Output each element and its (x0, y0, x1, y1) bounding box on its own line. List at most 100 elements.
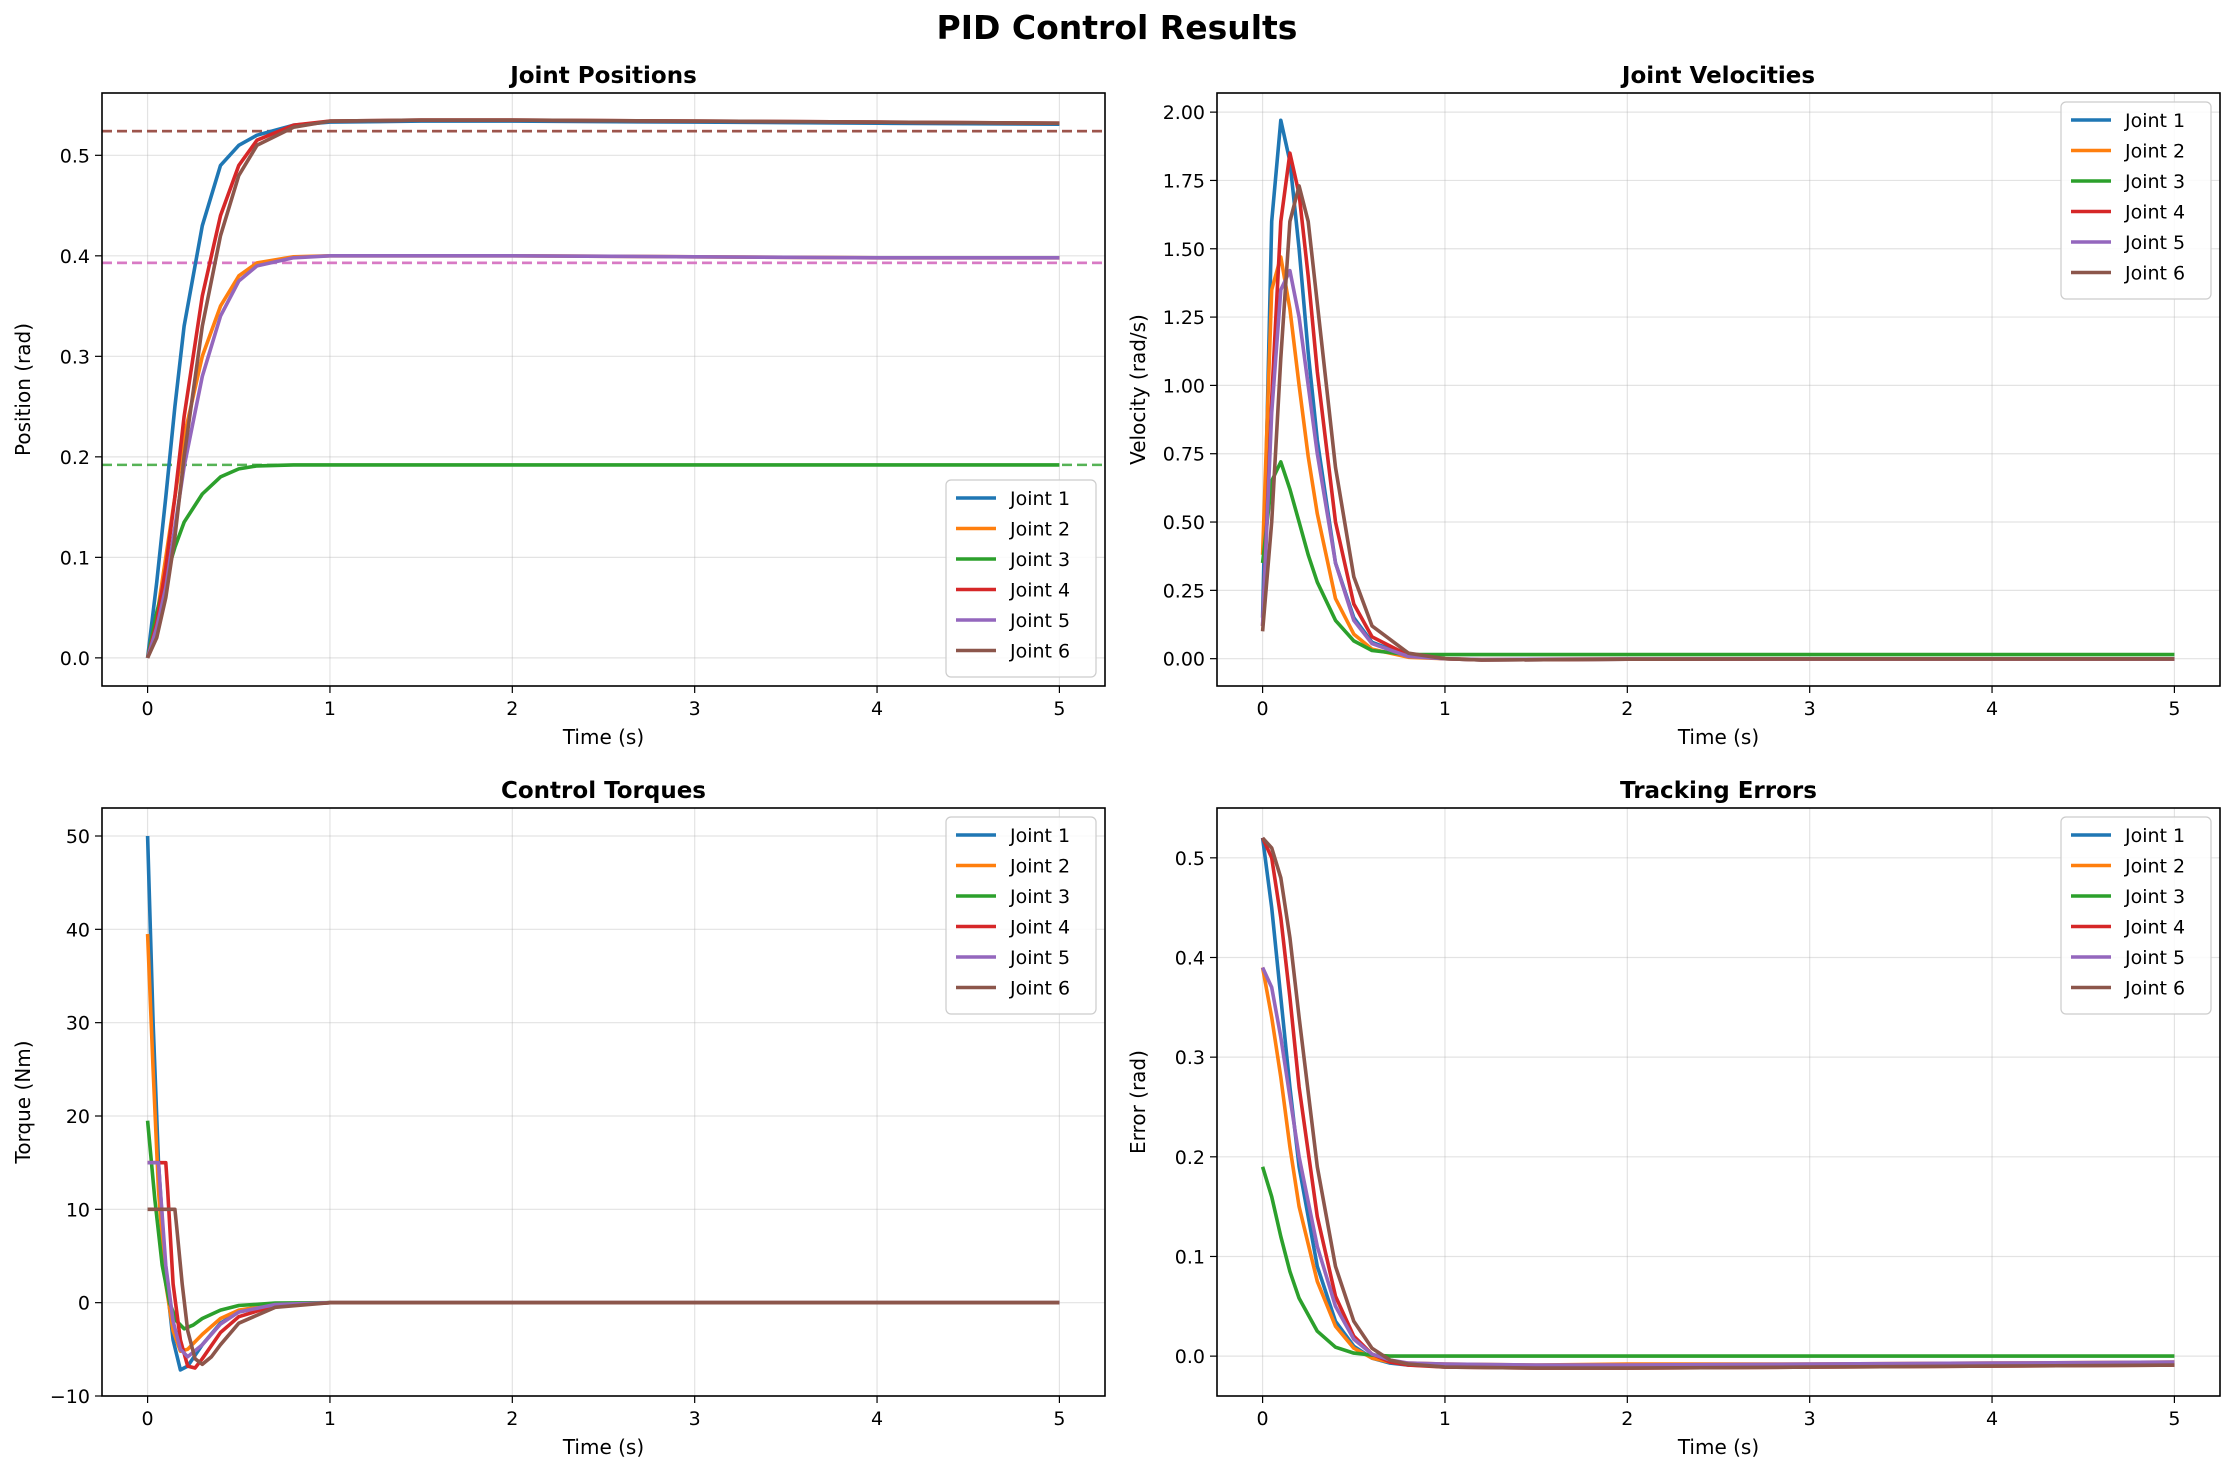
y-axis-label: Error (rad) (1126, 1050, 1150, 1154)
y-tick-label: 0.2 (60, 447, 90, 469)
legend-label: Joint 5 (2124, 232, 2185, 254)
legend-label: Joint 3 (1009, 886, 1070, 908)
legend-label: Joint 3 (1009, 549, 1070, 571)
series-line-joint-6 (1260, 184, 2175, 662)
legend-label: Joint 6 (1009, 978, 1070, 1000)
legend: Joint 1 Joint 2 Joint 3 Joint 4 Joint 5 Joint… (945, 816, 1097, 1015)
series-line-joint-2 (145, 933, 1060, 1353)
legend-label: Joint 2 (1009, 856, 1070, 878)
x-tick-label: 5 (2168, 1408, 2180, 1430)
y-tick-label: 0.3 (1175, 1047, 1205, 1069)
x-tick-label: 3 (1804, 698, 1816, 720)
series-line-joint-3 (1260, 1166, 2175, 1358)
legend-label: Joint 4 (1009, 917, 1070, 939)
y-tick-label: 0 (78, 1293, 90, 1315)
legend-label: Joint 5 (2124, 947, 2185, 969)
legend-label: Joint 1 (2124, 110, 2185, 132)
legend: Joint 1 Joint 2 Joint 3 Joint 4 Joint 5 Joint… (945, 479, 1097, 678)
y-tick-label: 10 (66, 1199, 90, 1221)
y-tick-label: 1.00 (1163, 375, 1205, 397)
y-tick-label: 40 (66, 919, 90, 941)
y-tick-label: 0.4 (1175, 947, 1205, 969)
series-line-joint-2 (1260, 967, 2175, 1367)
y-tick-label: 0.3 (60, 346, 90, 368)
subplot-tracking-errors: Tracking Errors 0 1 2 3 4 5 0.0 0.1 0.2 0.3 0.4 0.5 T… (1126, 778, 2221, 1459)
y-tick-label: 0.5 (1175, 848, 1205, 870)
y-tick-label: 0.1 (60, 547, 90, 569)
legend: Joint 1 Joint 2 Joint 3 Joint 4 Joint 5 Joint… (2060, 101, 2212, 300)
series-line-joint-5 (147, 1160, 1060, 1359)
legend-label: Joint 2 (1009, 519, 1070, 541)
legend-label: Joint 6 (2124, 978, 2185, 1000)
x-tick-label: 5 (2168, 698, 2180, 720)
y-tick-label: 0.0 (1175, 1346, 1205, 1368)
x-tick-label: 0 (142, 1408, 154, 1430)
legend-label: Joint 6 (1009, 641, 1070, 663)
y-tick-label: 50 (66, 826, 90, 848)
y-tick-label: 1.50 (1163, 239, 1205, 261)
y-axis-label: Velocity (rad/s) (1126, 314, 1150, 465)
y-tick-label: 1.75 (1163, 170, 1205, 192)
y-tick-label: 0.75 (1163, 444, 1205, 466)
series-line-joint-4 (1260, 837, 2175, 1370)
y-tick-label: 0.4 (60, 246, 90, 268)
x-axis-label: Time (s) (562, 1435, 644, 1459)
legend-label: Joint 4 (1009, 580, 1070, 602)
y-tick-label: 0.25 (1163, 580, 1205, 602)
subplot-title: Control Torques (501, 778, 706, 804)
subplot-control-torques: Control Torques 0 1 2 3 4 5 −10 0 10 20 30 40 50 Time … (11, 778, 1106, 1459)
x-tick-label: 0 (1257, 698, 1269, 720)
series-line-joint-1 (1260, 118, 2175, 662)
x-tick-label: 4 (1986, 698, 1998, 720)
legend-label: Joint 1 (1009, 825, 1070, 847)
series-line-joint-1 (145, 835, 1060, 1372)
x-tick-label: 0 (1257, 1408, 1269, 1430)
series-line-joint-1 (1260, 837, 2175, 1369)
series-line-joint-6 (145, 118, 1060, 659)
subplot-title: Joint Velocities (1620, 63, 1815, 89)
y-tick-label: −10 (50, 1386, 90, 1408)
y-tick-label: 20 (66, 1106, 90, 1128)
y-axis-label: Torque (Nm) (11, 1040, 35, 1164)
x-axis-label: Time (s) (1677, 1435, 1759, 1459)
x-tick-label: 4 (871, 1408, 883, 1430)
y-tick-label: 0.5 (60, 145, 90, 167)
y-tick-label: 1.25 (1163, 307, 1205, 329)
x-axis-label: Time (s) (1677, 725, 1759, 749)
x-tick-label: 1 (1439, 698, 1451, 720)
x-tick-label: 2 (506, 1408, 518, 1430)
subplot-title: Joint Positions (508, 63, 697, 89)
x-axis-label: Time (s) (562, 725, 644, 749)
x-tick-label: 1 (324, 1408, 336, 1430)
series-line-joint-3 (145, 463, 1060, 659)
series-line-joint-4 (147, 1160, 1060, 1370)
series-line-joint-3 (145, 1120, 1060, 1331)
legend-label: Joint 5 (1009, 947, 1070, 969)
x-tick-label: 1 (1439, 1408, 1451, 1430)
series-line-joint-6 (147, 1207, 1060, 1367)
series-line-joint-1 (145, 119, 1060, 659)
x-tick-label: 5 (1053, 698, 1065, 720)
x-tick-label: 3 (689, 698, 701, 720)
subplot-joint-velocities: Joint Velocities 0 1 2 3 4 5 0.00 0.25 0.50 0.75 1.… (1126, 63, 2221, 749)
series-line-joint-5 (1260, 966, 2175, 1367)
x-tick-label: 3 (689, 1408, 701, 1430)
plot-frame (1216, 807, 2221, 1397)
x-tick-label: 1 (324, 698, 336, 720)
y-tick-label: 0.50 (1163, 512, 1205, 534)
plot-frame (101, 807, 1106, 1397)
legend-label: Joint 5 (1009, 610, 1070, 632)
series-line-joint-4 (145, 118, 1060, 659)
x-tick-label: 4 (871, 698, 883, 720)
legend-label: Joint 2 (2124, 141, 2185, 163)
y-tick-label: 2.00 (1163, 102, 1205, 124)
x-tick-label: 2 (1621, 1408, 1633, 1430)
legend-label: Joint 2 (2124, 856, 2185, 878)
series-line-joint-4 (1260, 151, 2175, 662)
x-tick-label: 2 (1621, 698, 1633, 720)
x-tick-label: 5 (1053, 1408, 1065, 1430)
legend-label: Joint 4 (2124, 202, 2185, 224)
legend-label: Joint 6 (2124, 263, 2185, 285)
plot-frame (101, 92, 1106, 687)
